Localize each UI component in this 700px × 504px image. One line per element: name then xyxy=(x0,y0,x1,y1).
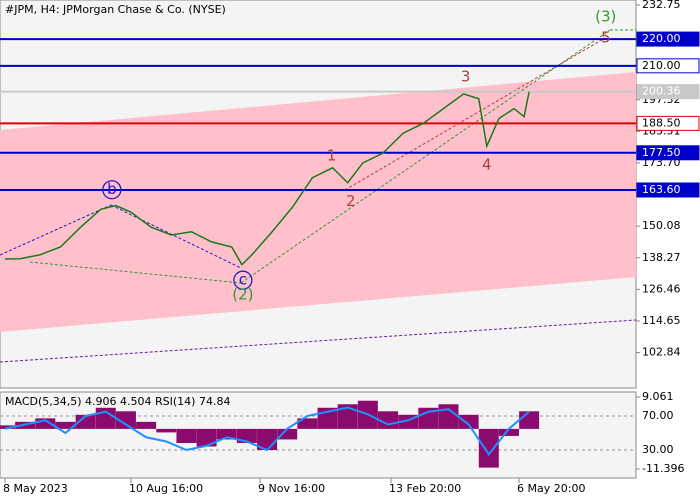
macd-bar xyxy=(216,428,237,440)
y-tick-label: 150.08 xyxy=(642,219,681,232)
macd-bar xyxy=(196,428,217,447)
level-label: 210.00 xyxy=(642,59,681,72)
macd-bar xyxy=(136,421,157,429)
macd-bar xyxy=(297,418,318,429)
price-line xyxy=(4,91,530,266)
wave-label: b xyxy=(107,180,117,198)
level-box xyxy=(636,58,700,74)
wave-line xyxy=(110,204,242,269)
wave-line xyxy=(0,204,112,256)
macd-bar xyxy=(115,411,136,429)
y-tick-label: 126.46 xyxy=(642,282,681,295)
macd-bar xyxy=(337,404,358,429)
y-tick-label: 102.84 xyxy=(642,346,681,359)
level-box xyxy=(636,182,700,198)
macd-bar xyxy=(478,428,499,468)
wave-label: 1 xyxy=(327,147,337,165)
level-label: 163.60 xyxy=(642,183,681,196)
macd-bar xyxy=(277,428,298,440)
wave-label: 2 xyxy=(346,192,356,210)
lower-trend xyxy=(0,319,637,363)
x-tick-label: 13 Feb 20:00 xyxy=(389,482,461,495)
macd-bar xyxy=(519,411,540,429)
x-tick-label: 9 Nov 16:00 xyxy=(258,482,325,495)
macd-bar xyxy=(458,414,479,429)
chart-title: #JPM, H4: JPMorgan Chase & Co. (NYSE) xyxy=(5,3,226,16)
macd-bar xyxy=(75,414,96,429)
macd-bar xyxy=(55,421,76,429)
wave-label: (2) xyxy=(232,285,253,303)
wave-circle xyxy=(102,180,122,200)
level-box xyxy=(636,115,700,131)
wave-label: (3) xyxy=(595,8,616,26)
y-tick-label: -11.396 xyxy=(642,462,684,475)
wave-line xyxy=(344,37,606,191)
level-label: 200.36 xyxy=(642,85,681,98)
wave-label: 3 xyxy=(461,68,471,86)
rsi-line xyxy=(4,406,530,456)
level-label: 188.50 xyxy=(642,116,681,129)
wave-line xyxy=(240,29,611,284)
macd-bar xyxy=(0,425,15,429)
macd-bar xyxy=(176,428,197,443)
macd-bar xyxy=(498,428,519,436)
x-tick-label: 6 May 20:00 xyxy=(517,482,585,495)
y-tick-label: 138.27 xyxy=(642,251,681,264)
macd-bar xyxy=(438,404,459,429)
wave-circle xyxy=(233,270,253,290)
x-tick-label: 8 May 2023 xyxy=(3,482,68,495)
level-label: 220.00 xyxy=(642,32,681,45)
channel xyxy=(0,72,636,332)
macd-bar xyxy=(378,411,399,429)
macd-bar xyxy=(35,418,56,429)
macd-bar xyxy=(156,428,177,433)
y2-tick-label: 70.00 xyxy=(642,409,674,422)
level-box xyxy=(636,84,700,100)
wave-label: 5 xyxy=(601,28,611,46)
y-tick-label: 232.75 xyxy=(642,0,681,11)
y-tick-label: 114.65 xyxy=(642,314,681,327)
level-box xyxy=(636,145,700,161)
level-box xyxy=(636,31,700,47)
y2-tick-label: 30.00 xyxy=(642,443,674,456)
indicator-label: MACD(5,34,5) 4.906 4.504 RSI(14) 74.84 xyxy=(5,395,230,408)
level-label: 177.50 xyxy=(642,146,681,159)
wave-label: 4 xyxy=(482,156,492,174)
wave-label: c xyxy=(239,271,247,289)
wave-line xyxy=(29,261,242,284)
x-tick-label: 10 Aug 16:00 xyxy=(129,482,203,495)
y-tick-label: 9.061 xyxy=(642,390,674,403)
